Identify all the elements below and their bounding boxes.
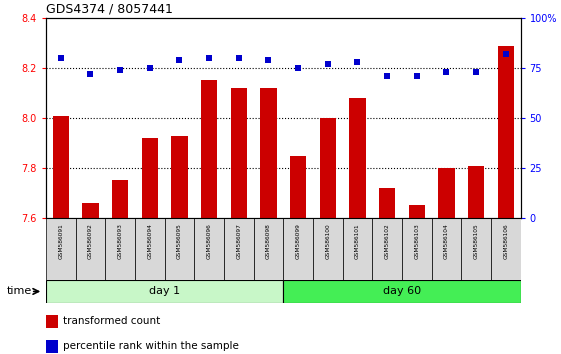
Bar — [46, 280, 283, 303]
Text: GSM586098: GSM586098 — [266, 223, 271, 259]
Bar — [402, 218, 431, 280]
Text: GDS4374 / 8057441: GDS4374 / 8057441 — [46, 2, 173, 16]
Bar — [142, 138, 158, 218]
Text: GSM586101: GSM586101 — [355, 223, 360, 258]
Point — [502, 51, 511, 57]
Text: time: time — [7, 286, 32, 296]
Point — [293, 65, 302, 71]
Bar — [76, 218, 105, 280]
Text: GSM586095: GSM586095 — [177, 223, 182, 259]
Bar — [46, 340, 58, 353]
Bar — [373, 218, 402, 280]
Point — [264, 57, 273, 63]
Bar — [313, 218, 343, 280]
Bar — [491, 218, 521, 280]
Bar — [461, 218, 491, 280]
Point — [412, 73, 421, 79]
Text: GSM586099: GSM586099 — [296, 223, 301, 259]
Point — [472, 69, 481, 75]
Point — [56, 55, 65, 61]
Bar — [290, 155, 306, 218]
Point — [383, 73, 392, 79]
Bar — [171, 136, 187, 218]
Text: GSM586104: GSM586104 — [444, 223, 449, 259]
Text: day 1: day 1 — [149, 286, 180, 296]
Bar — [53, 115, 69, 218]
Bar — [224, 218, 254, 280]
Bar — [408, 206, 425, 218]
Bar — [165, 218, 194, 280]
Point — [86, 71, 95, 77]
Bar — [283, 218, 313, 280]
Bar — [112, 181, 128, 218]
Bar — [135, 218, 165, 280]
Bar — [468, 166, 484, 218]
Text: GSM586093: GSM586093 — [118, 223, 123, 259]
Point — [145, 65, 154, 71]
Bar — [201, 80, 217, 218]
Bar — [343, 218, 373, 280]
Point — [205, 55, 214, 61]
Text: day 60: day 60 — [383, 286, 421, 296]
Point — [116, 67, 125, 73]
Text: GSM586096: GSM586096 — [206, 223, 211, 259]
Bar — [194, 218, 224, 280]
Bar — [82, 203, 99, 218]
Bar — [260, 88, 277, 218]
Bar — [46, 218, 76, 280]
Text: GSM586103: GSM586103 — [414, 223, 419, 259]
Text: GSM586106: GSM586106 — [503, 223, 508, 258]
Bar — [231, 88, 247, 218]
Bar — [379, 188, 396, 218]
Point — [175, 57, 184, 63]
Text: GSM586091: GSM586091 — [58, 223, 63, 259]
Bar — [438, 168, 454, 218]
Point — [323, 61, 332, 67]
Text: GSM586094: GSM586094 — [148, 223, 153, 259]
Bar — [498, 46, 514, 218]
Text: GSM586105: GSM586105 — [473, 223, 479, 259]
Text: GSM586097: GSM586097 — [236, 223, 241, 259]
Bar — [350, 98, 366, 218]
Bar — [105, 218, 135, 280]
Point — [353, 59, 362, 65]
Text: percentile rank within the sample: percentile rank within the sample — [63, 341, 239, 351]
Point — [234, 55, 243, 61]
Bar — [320, 118, 336, 218]
Text: GSM586102: GSM586102 — [385, 223, 390, 259]
Bar — [46, 315, 58, 328]
Bar — [254, 218, 283, 280]
Text: GSM586100: GSM586100 — [325, 223, 330, 259]
Bar — [283, 280, 521, 303]
Bar — [431, 218, 461, 280]
Point — [442, 69, 451, 75]
Text: transformed count: transformed count — [63, 316, 160, 326]
Text: GSM586092: GSM586092 — [88, 223, 93, 259]
